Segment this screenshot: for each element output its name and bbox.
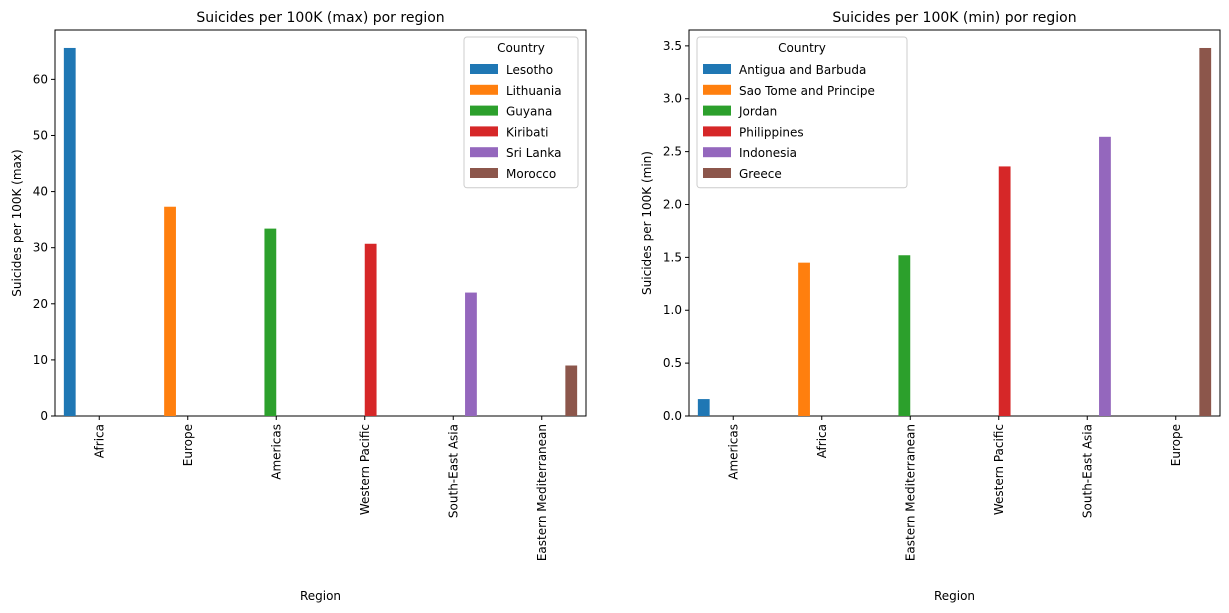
left-legend-label: Lithuania bbox=[506, 84, 562, 98]
right-legend-label: Indonesia bbox=[739, 146, 797, 160]
right-bar-sao-tome-and-principe bbox=[798, 262, 810, 416]
left-xtick-label: Europe bbox=[181, 424, 195, 466]
left-legend-title: Country bbox=[497, 41, 545, 55]
left-xtick-label: Eastern Mediterranean bbox=[535, 424, 549, 561]
left-xticks: Africa Europe Americas Western Pacific South… bbox=[92, 416, 549, 561]
left-xtick-label: Africa bbox=[92, 424, 106, 458]
right-bar-greece bbox=[1199, 47, 1212, 416]
right-ytick-label: 3.5 bbox=[663, 39, 682, 53]
right-legend-label: Antigua and Barbuda bbox=[739, 63, 866, 77]
right-legend-label: Greece bbox=[739, 167, 782, 181]
right-bar-philippines bbox=[998, 166, 1011, 416]
left-xtick-label: Western Pacific bbox=[358, 424, 372, 515]
left-legend-label: Kiribati bbox=[506, 125, 548, 139]
right-ytick-label: 2.0 bbox=[663, 197, 682, 211]
left-legend-label: Morocco bbox=[506, 167, 556, 181]
right-legend: Country Antigua and Barbuda Sao Tome and P… bbox=[696, 36, 908, 189]
right-legend-swatch bbox=[703, 64, 731, 74]
right-bar-jordan bbox=[898, 255, 911, 416]
left-bar-lithuania bbox=[164, 206, 176, 416]
left-chart-title: Suicides per 100K (max) por region bbox=[196, 10, 444, 26]
right-ytick-label: 0.5 bbox=[663, 356, 682, 370]
left-xtick-label: South-East Asia bbox=[446, 424, 460, 518]
right-chart-title: Suicides per 100K (min) por region bbox=[832, 10, 1076, 26]
left-bar-sri-lanka bbox=[465, 292, 477, 416]
left-legend-swatch bbox=[470, 64, 498, 74]
left-ytick-label: 30 bbox=[33, 241, 48, 255]
right-legend-label: Philippines bbox=[739, 125, 804, 139]
right-legend-swatch bbox=[703, 84, 731, 95]
right-bar-antigua-and-barbuda bbox=[697, 399, 710, 416]
left-bar-morocco bbox=[565, 365, 578, 416]
left-legend: Country Lesotho Lithuania Guyana Kiribati Sri… bbox=[463, 36, 579, 189]
right-bars bbox=[697, 47, 1212, 416]
right-ytick-label: 2.5 bbox=[663, 145, 682, 159]
right-xticks: Americas Africa Eastern Mediterranean Weste… bbox=[726, 416, 1183, 561]
right-legend-title: Country bbox=[778, 41, 826, 55]
right-legend-swatch bbox=[703, 168, 731, 178]
right-xtick-label: Europe bbox=[1169, 424, 1183, 466]
left-legend-swatch bbox=[470, 105, 498, 116]
left-bars bbox=[63, 47, 578, 416]
right-ytick-label: 3.0 bbox=[663, 92, 682, 106]
right-x-axis-label: Region bbox=[934, 589, 975, 603]
right-legend-label: Sao Tome and Principe bbox=[739, 84, 875, 98]
right-y-axis-label: Suicides per 100K (min) bbox=[640, 151, 654, 295]
right-yticks: 0.0 0.5 1.0 1.5 2.0 2.5 3.0 3.5 bbox=[663, 39, 689, 423]
left-ytick-label: 0 bbox=[40, 409, 48, 423]
right-xtick-label: Eastern Mediterranean bbox=[903, 424, 917, 561]
right-xtick-label: Americas bbox=[726, 424, 740, 480]
left-bar-lesotho bbox=[63, 47, 76, 416]
left-legend-label: Guyana bbox=[506, 105, 552, 119]
left-bar-kiribati bbox=[364, 243, 377, 416]
right-legend-swatch bbox=[703, 126, 731, 137]
right-legend-box bbox=[696, 36, 908, 189]
left-ytick-label: 50 bbox=[33, 128, 48, 142]
left-legend-swatch bbox=[470, 84, 498, 95]
left-ytick-label: 60 bbox=[33, 72, 48, 86]
right-xtick-label: South-East Asia bbox=[1080, 424, 1094, 518]
right-legend-label: Jordan bbox=[738, 105, 777, 119]
left-x-axis-label: Region bbox=[300, 589, 341, 603]
left-xtick-label: Americas bbox=[269, 424, 283, 480]
left-legend-swatch bbox=[470, 126, 498, 137]
left-legend-label: Sri Lanka bbox=[506, 146, 561, 160]
right-ytick-label: 0.0 bbox=[663, 409, 682, 423]
right-bar-indonesia bbox=[1099, 136, 1111, 416]
left-legend-swatch bbox=[470, 147, 498, 158]
right-ytick-label: 1.0 bbox=[663, 303, 682, 317]
right-legend-swatch bbox=[703, 105, 731, 116]
right-legend-swatch bbox=[703, 147, 731, 158]
right-xtick-label: Western Pacific bbox=[992, 424, 1006, 515]
right-ytick-label: 1.5 bbox=[663, 250, 682, 264]
left-ytick-label: 10 bbox=[33, 353, 48, 367]
left-ytick-label: 20 bbox=[33, 297, 48, 311]
left-bar-guyana bbox=[264, 228, 277, 416]
left-ytick-label: 40 bbox=[33, 185, 48, 199]
left-legend-label: Lesotho bbox=[506, 63, 553, 77]
left-y-axis-label: Suicides per 100K (max) bbox=[10, 149, 24, 296]
left-yticks: 0 10 20 30 40 50 60 bbox=[33, 72, 55, 423]
right-xtick-label: Africa bbox=[815, 424, 829, 458]
left-legend-swatch bbox=[470, 168, 498, 178]
